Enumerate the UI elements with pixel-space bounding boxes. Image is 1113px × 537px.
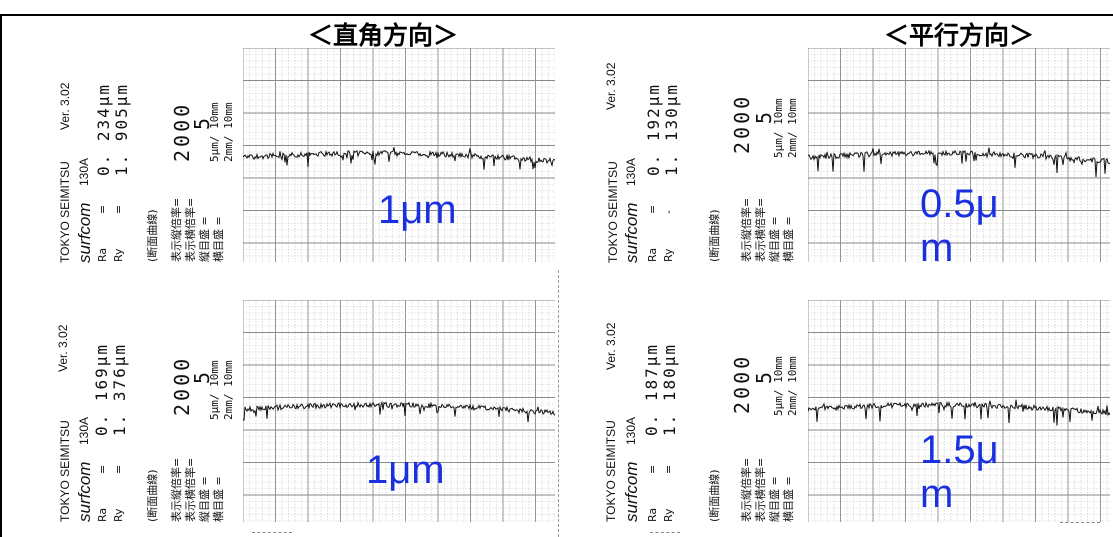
graph-paper: [808, 48, 1110, 262]
h-scale-value: 2mm/ 10mm: [222, 360, 235, 420]
ry-value: 1. 905μm: [112, 82, 131, 176]
roughness-trace: [243, 400, 555, 423]
ry-value: 1. 130μm: [662, 82, 681, 176]
instrument-label: TOKYO SEIMITSU: [604, 420, 618, 522]
curve-label: (断面曲線): [146, 469, 159, 522]
ry-eq: =: [112, 204, 125, 214]
roughness-trace: [808, 399, 1110, 426]
ra-value: 0. 187μm: [642, 342, 661, 436]
instrument-label: TOKYO SEIMITSU: [606, 161, 620, 263]
ra-value: 0. 192μm: [644, 82, 663, 176]
graph-paper: [243, 48, 555, 262]
profile-chart: [808, 48, 1110, 262]
ra-eq: =: [96, 204, 109, 214]
version-label: Ver. 3.02: [56, 324, 70, 372]
model-number: 130A: [77, 157, 91, 186]
h-scale-value: 2mm/ 10mm: [222, 102, 235, 162]
ry-eq: -: [662, 210, 675, 214]
graph-paper: [808, 300, 1110, 522]
v-mag-value: 2000: [170, 355, 194, 416]
curve-label: (断面曲線): [146, 209, 159, 262]
dashed-mark: [1060, 522, 1100, 523]
ry-value: 1. 180μm: [660, 342, 679, 436]
h-scale-value: 2mm/ 10mm: [786, 98, 799, 158]
instrument-label: TOKYO SEIMITSU: [58, 161, 72, 263]
ry-label: Ry: [112, 508, 125, 522]
panel-divider: [558, 270, 560, 537]
ra-label: Ra: [96, 507, 109, 522]
dashed-mark: [650, 532, 680, 533]
ra-eq: =: [96, 464, 109, 474]
h-scale-value: 2mm/ 10mm: [786, 356, 799, 416]
v-mag-value: 2000: [730, 93, 754, 154]
ry-label: Ry: [662, 508, 675, 522]
model-label: surfcom: [622, 202, 641, 263]
profile-chart: [243, 300, 555, 522]
ry-eq: =: [662, 464, 675, 474]
roughness-trace: [243, 147, 555, 170]
graph-paper: [243, 300, 555, 522]
model-label: surfcom: [75, 461, 94, 522]
annotation-label: 1μm: [378, 188, 457, 232]
roughness-trace: [808, 147, 1110, 178]
ry-eq: =: [112, 464, 125, 474]
curve-label: (断面曲線): [708, 209, 721, 262]
v-mag-value: 2000: [170, 101, 194, 162]
model-number: 130A: [624, 416, 638, 445]
ra-value: 0. 169μm: [92, 342, 111, 436]
profile-chart: [243, 48, 555, 262]
annotation-label: 0.5μ m: [920, 182, 999, 270]
ry-value: 1. 376μm: [110, 342, 129, 436]
h-scale-label: 横目盛 =: [212, 216, 225, 262]
ra-label: Ra: [646, 507, 659, 522]
profile-chart: [808, 300, 1110, 522]
instrument-label: TOKYO SEIMITSU: [58, 420, 72, 522]
v-scale-value: 5μm/ 10mm: [208, 102, 221, 162]
h-scale-label: 横目盛 =: [782, 476, 795, 522]
title-parallel: ＜平行方向＞: [884, 21, 1035, 50]
version-label: Ver. 3.02: [604, 322, 618, 370]
dashed-mark: [252, 532, 292, 533]
model-label: surfcom: [75, 202, 94, 263]
version-label: Ver. 3.02: [604, 62, 618, 110]
curve-label: (断面曲線): [708, 469, 721, 522]
v-mag-value: 2000: [730, 353, 754, 414]
model-number: 130A: [77, 416, 91, 445]
top-band: [0, 0, 1113, 16]
ra-label: Ra: [646, 247, 659, 262]
ry-label: Ry: [662, 248, 675, 262]
v-scale-value: 5μm/ 10mm: [208, 360, 221, 420]
version-label: Ver. 3.02: [58, 82, 72, 130]
h-scale-label: 横目盛 =: [782, 216, 795, 262]
h-scale-label: 横目盛 =: [212, 476, 225, 522]
model-number: 130A: [624, 157, 638, 186]
ra-value: 0. 234μm: [94, 82, 113, 176]
model-label: surfcom: [622, 461, 641, 522]
ry-label: Ry: [112, 248, 125, 262]
v-scale-value: 5μm/ 10mm: [772, 356, 785, 416]
title-perpendicular: ＜直角方向＞: [308, 21, 459, 50]
v-scale-value: 5μm/ 10mm: [772, 98, 785, 158]
annotation-label: 1.5μ m: [920, 428, 999, 516]
ra-eq: =: [646, 204, 659, 214]
annotation-label: 1μm: [366, 448, 445, 492]
ra-eq: =: [646, 464, 659, 474]
ra-label: Ra: [96, 247, 109, 262]
